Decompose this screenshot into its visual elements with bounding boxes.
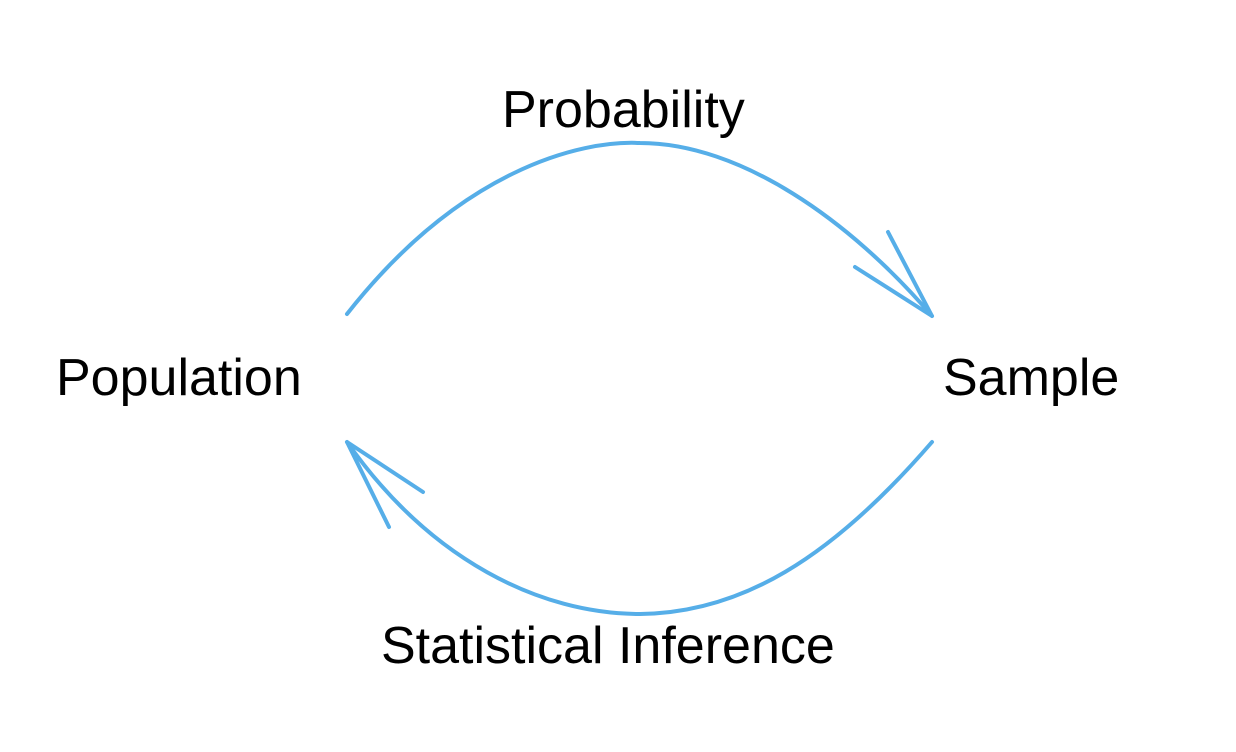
inference-arrow-curve	[345, 440, 934, 616]
probability-label: Probability	[502, 81, 745, 139]
sample-label: Sample	[943, 349, 1120, 407]
probability-arrow-curve	[345, 140, 934, 318]
statistical-inference-label: Statistical Inference	[381, 617, 835, 675]
probability-arrow	[345, 140, 934, 318]
inference-arrow	[345, 440, 934, 616]
probability-arrowhead-icon	[853, 230, 934, 318]
population-label: Population	[56, 349, 302, 407]
inference-arrowhead-icon	[345, 440, 425, 529]
